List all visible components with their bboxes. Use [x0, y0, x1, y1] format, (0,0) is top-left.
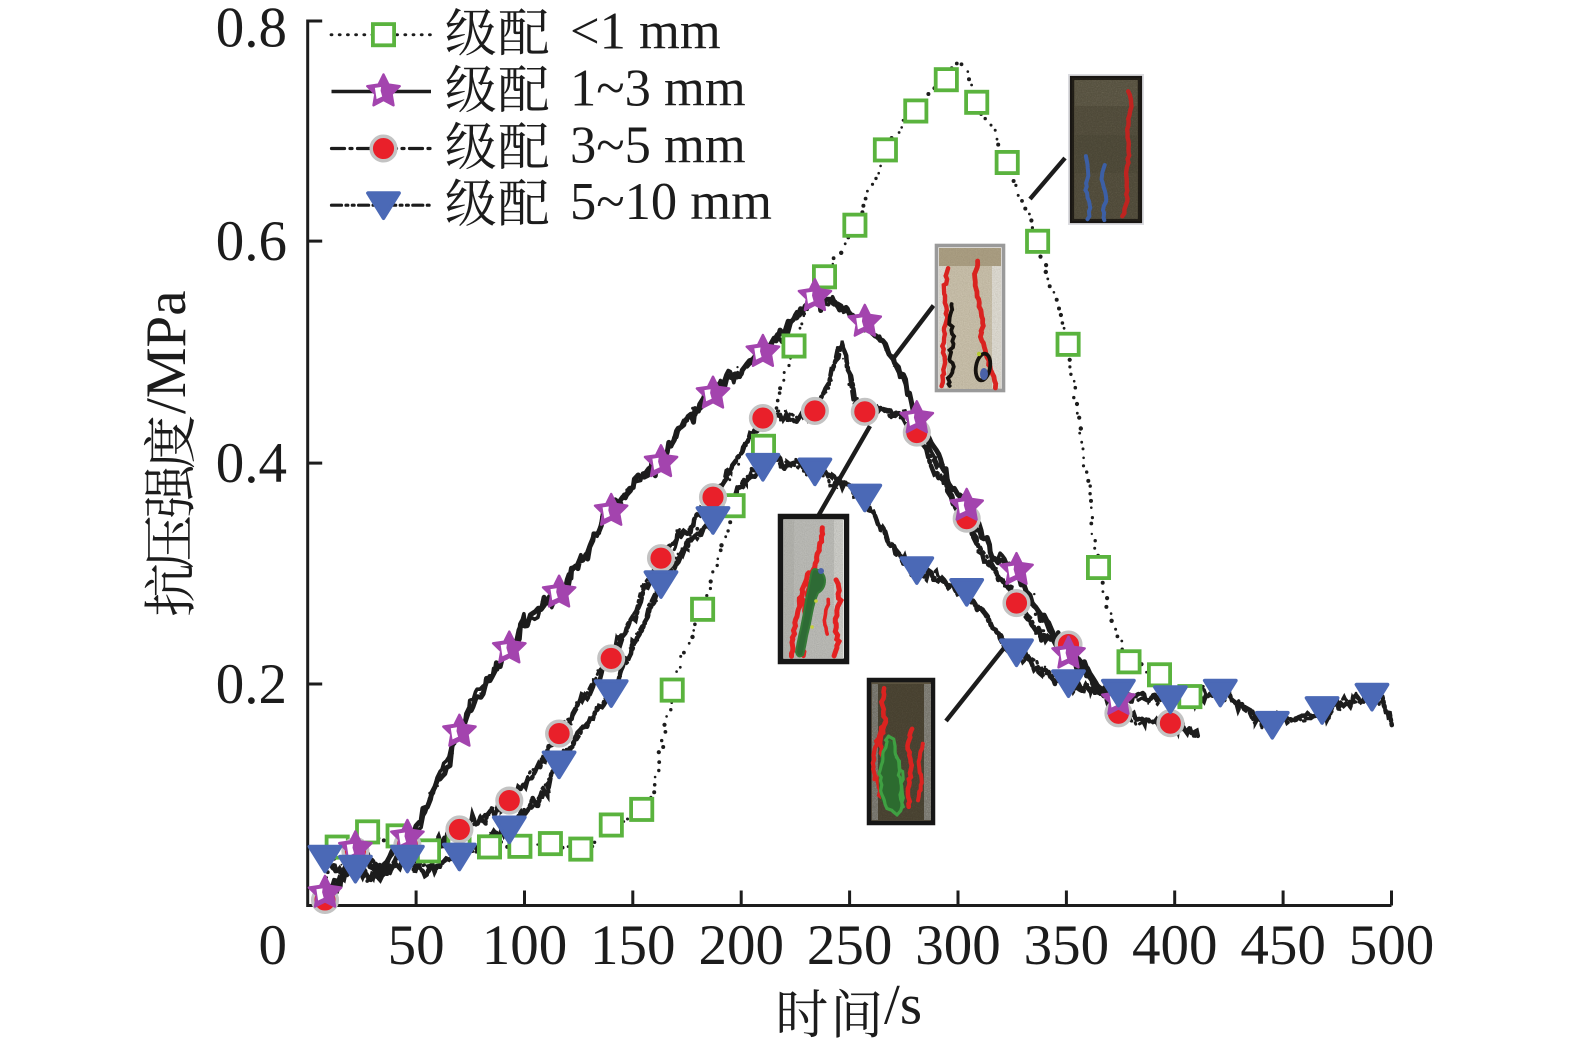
svg-text:1~3 mm: 1~3 mm: [570, 60, 746, 118]
svg-text:250: 250: [807, 914, 893, 977]
svg-text:0: 0: [259, 914, 288, 977]
svg-text:100: 100: [482, 914, 568, 977]
svg-text:3~5 mm: 3~5 mm: [570, 117, 746, 175]
svg-text:0.2: 0.2: [216, 653, 287, 716]
svg-text:0.6: 0.6: [216, 210, 287, 273]
svg-text:0.4: 0.4: [216, 432, 287, 495]
svg-text:50: 50: [388, 914, 445, 977]
svg-text:200: 200: [698, 914, 784, 977]
svg-text:/MPa: /MPa: [135, 290, 198, 414]
svg-text:350: 350: [1024, 914, 1110, 977]
svg-text:450: 450: [1240, 914, 1326, 977]
svg-text:<1 mm: <1 mm: [570, 3, 721, 61]
svg-text:0.8: 0.8: [216, 0, 287, 60]
svg-text:5~10 mm: 5~10 mm: [570, 173, 772, 231]
svg-text:300: 300: [915, 914, 1001, 977]
svg-text:150: 150: [590, 914, 676, 977]
svg-text:500: 500: [1349, 914, 1435, 977]
svg-text:400: 400: [1132, 914, 1218, 977]
svg-text:/s: /s: [884, 974, 922, 1037]
